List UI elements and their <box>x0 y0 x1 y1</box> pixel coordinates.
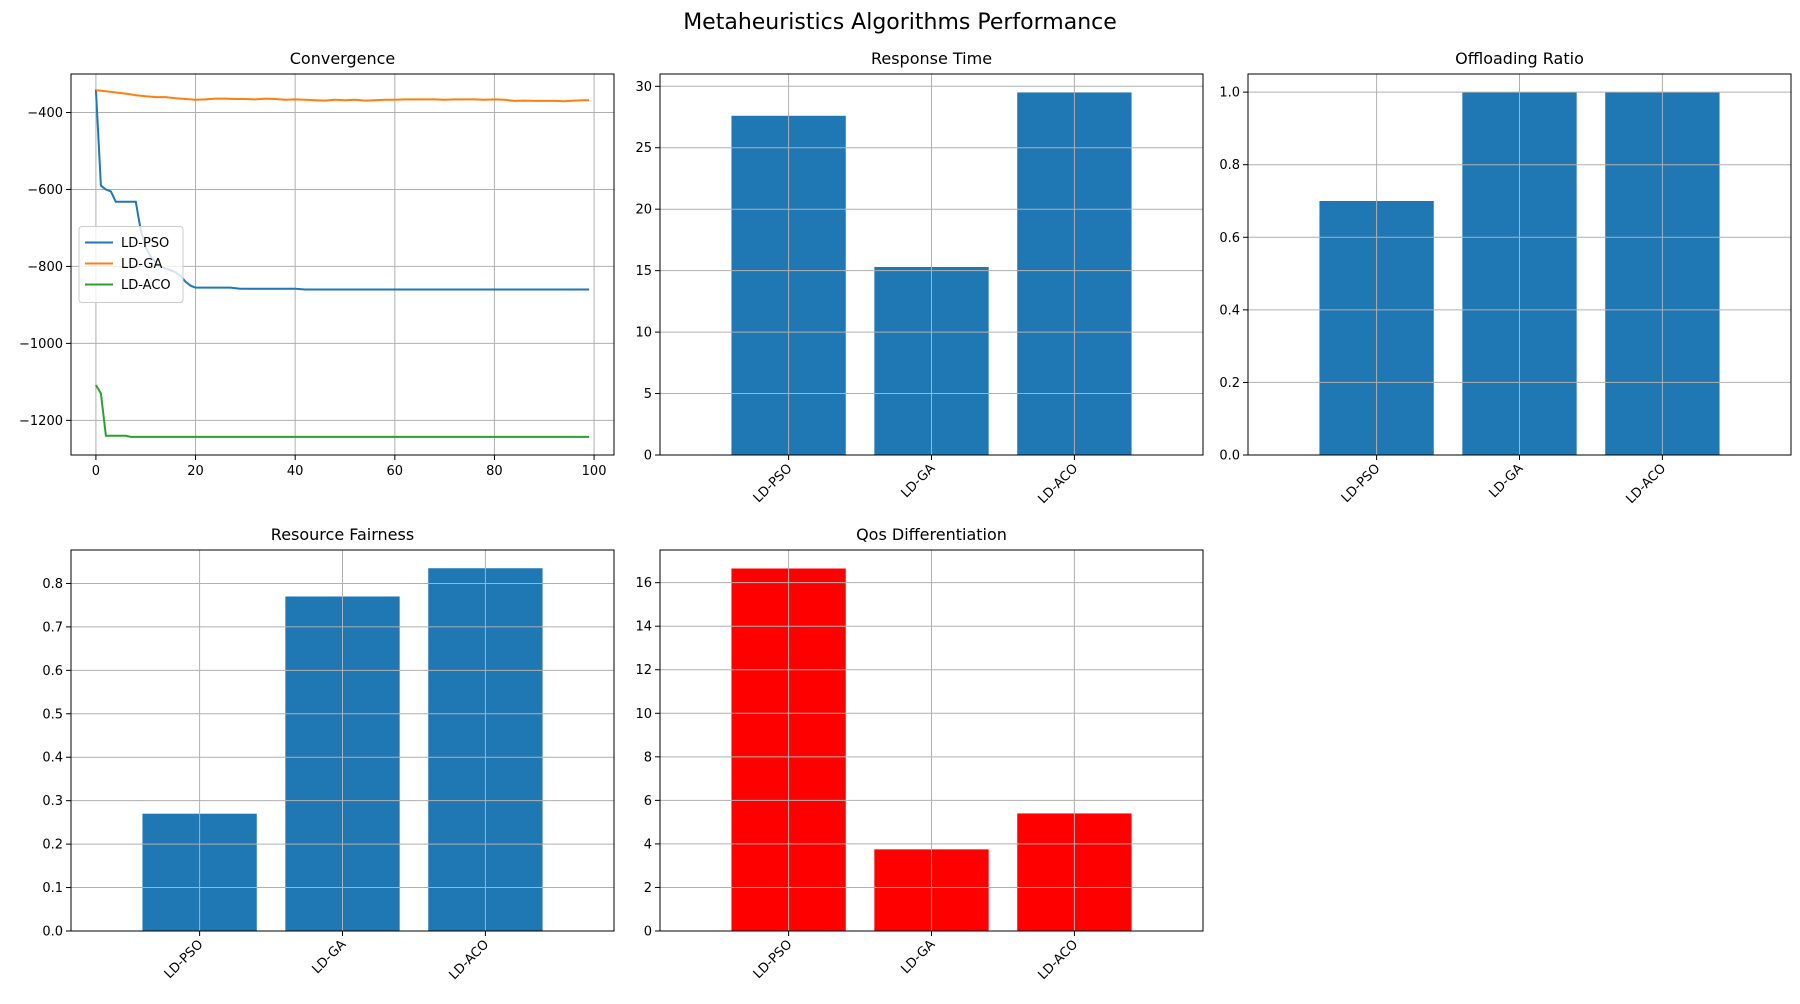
x-tick-label: LD-GA <box>1486 461 1526 501</box>
x-tick-label: 20 <box>187 464 204 479</box>
chart-qos-differentiation: Qos Differentiation 0 2 4 6 8 10 12 14 16 LD-PSO LD… <box>635 525 1204 983</box>
legend-label: LD-ACO <box>121 278 171 293</box>
y-tick-label: 1.0 <box>1219 86 1240 101</box>
y-tick-label: 12 <box>635 663 652 678</box>
series-line-ld-ga <box>95 89 590 103</box>
x-tick-label: LD-PSO <box>751 937 796 982</box>
y-tick-label: 15 <box>635 264 652 279</box>
y-tick-label: 0.5 <box>42 707 63 722</box>
y-tick-label: 0.1 <box>42 881 63 896</box>
y-tick-label: 0.7 <box>42 620 63 635</box>
y-tick-label: 0.6 <box>1219 231 1240 246</box>
legend: LD-PSO LD-GA LD-ACO <box>78 226 184 303</box>
x-tick-label: LD-ACO <box>447 937 493 983</box>
y-tick-label: 0.8 <box>42 577 63 592</box>
y-tick-label: 0.2 <box>1219 376 1240 391</box>
y-tick-label: 0 <box>644 449 652 464</box>
chart-resource-fairness: Resource Fairness 0.0 0.1 0.2 0.3 0.4 0.5 0.6 0.… <box>42 525 615 983</box>
figure-title: Metaheuristics Algorithms Performance <box>683 10 1117 35</box>
x-tick-label: LD-PSO <box>751 461 796 506</box>
y-tick-label: 0.0 <box>42 925 63 940</box>
x-tick-label: LD-GA <box>898 461 938 501</box>
axes-frame <box>70 73 615 456</box>
x-tick-label: LD-ACO <box>1036 461 1082 507</box>
y-tick-label: −1200 <box>19 414 63 429</box>
x-tick-label: LD-PSO <box>1339 461 1384 506</box>
axes-frame <box>659 549 1204 932</box>
chart-title: Response Time <box>871 49 992 68</box>
y-tick-label: −400 <box>27 106 63 121</box>
y-tick-label: 0.6 <box>42 664 63 679</box>
x-tick-label: 40 <box>287 464 304 479</box>
chart-title: Offloading Ratio <box>1455 49 1584 68</box>
y-tick-label: 10 <box>635 326 652 341</box>
axes-frame <box>70 549 615 932</box>
chart-title: Convergence <box>290 49 396 68</box>
x-tick-label: 100 <box>582 464 607 479</box>
y-tick-label: 14 <box>635 620 652 635</box>
legend-label: LD-GA <box>121 257 162 272</box>
y-tick-label: 0.8 <box>1219 158 1240 173</box>
series-line-ld-aco <box>95 384 590 438</box>
chart-convergence: Convergence 0 20 40 60 80 100 −1200 −1000 −800 −60… <box>19 49 615 479</box>
y-tick-label: 0.0 <box>1219 449 1240 464</box>
x-tick-label: 80 <box>486 464 503 479</box>
y-tick-label: 25 <box>635 141 652 156</box>
y-tick-label: 4 <box>644 837 652 852</box>
legend-label: LD-PSO <box>121 236 169 251</box>
axes-frame <box>659 73 1204 456</box>
y-tick-label: −600 <box>27 183 63 198</box>
y-tick-label: 16 <box>635 576 652 591</box>
x-tick-label: LD-ACO <box>1624 461 1670 507</box>
x-tick-label: LD-ACO <box>1036 937 1082 983</box>
y-tick-label: 6 <box>644 794 652 809</box>
chart-offloading-ratio: Offloading Ratio 0.0 0.2 0.4 0.6 0.8 1.0 LD-PSO… <box>1219 49 1792 507</box>
y-tick-label: 0.4 <box>1219 303 1240 318</box>
y-tick-label: 0.4 <box>42 751 63 766</box>
x-tick-label: LD-PSO <box>162 937 207 982</box>
y-tick-label: 0.3 <box>42 794 63 809</box>
x-tick-label: 60 <box>387 464 404 479</box>
y-tick-label: 20 <box>635 203 652 218</box>
x-tick-label: LD-GA <box>309 937 349 977</box>
x-tick-label: 0 <box>92 464 100 479</box>
x-tick-label: LD-GA <box>898 937 938 977</box>
chart-title: Resource Fairness <box>271 525 414 544</box>
axes-frame <box>1247 73 1792 456</box>
y-tick-label: 5 <box>644 387 652 402</box>
y-tick-label: 2 <box>644 881 652 896</box>
y-tick-label: 10 <box>635 707 652 722</box>
y-tick-label: 8 <box>644 750 652 765</box>
chart-title: Qos Differentiation <box>856 525 1007 544</box>
y-tick-label: −1000 <box>19 337 63 352</box>
y-tick-label: −800 <box>27 260 63 275</box>
y-tick-label: 0.2 <box>42 838 63 853</box>
chart-response-time: Response Time 0 5 10 15 20 25 30 LD-PSO LD-GA LD-A… <box>635 49 1204 507</box>
y-tick-label: 30 <box>635 80 652 95</box>
y-tick-label: 0 <box>644 925 652 940</box>
